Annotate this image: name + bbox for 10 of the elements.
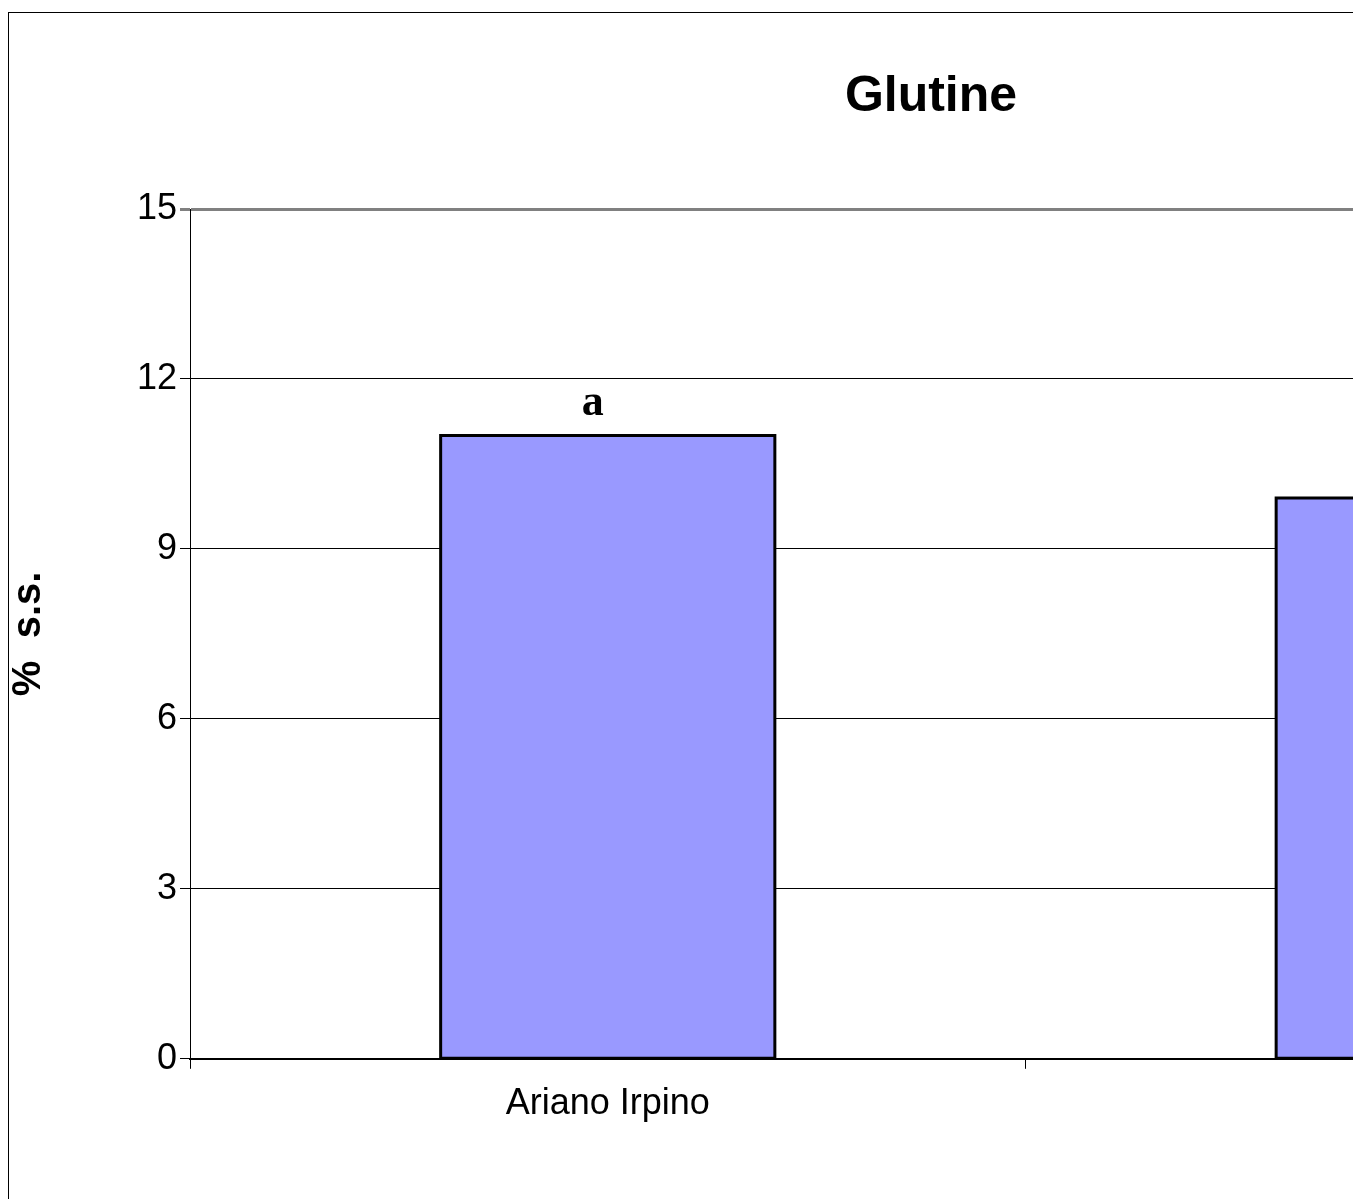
y-tick-label: 15 (136, 185, 177, 227)
y-tick-label: 9 (156, 525, 177, 567)
y-axis-title: % s.s. (4, 571, 49, 697)
y-tick-label: 0 (156, 1035, 177, 1077)
chart-title: Glutine (844, 65, 1018, 122)
y-tick-label: 6 (156, 695, 177, 737)
x-tick-label: Ariano Irpino (505, 1081, 710, 1123)
y-tick-label: 12 (136, 355, 177, 397)
y-tick-label: 3 (156, 865, 177, 907)
annotation: a (581, 375, 604, 425)
